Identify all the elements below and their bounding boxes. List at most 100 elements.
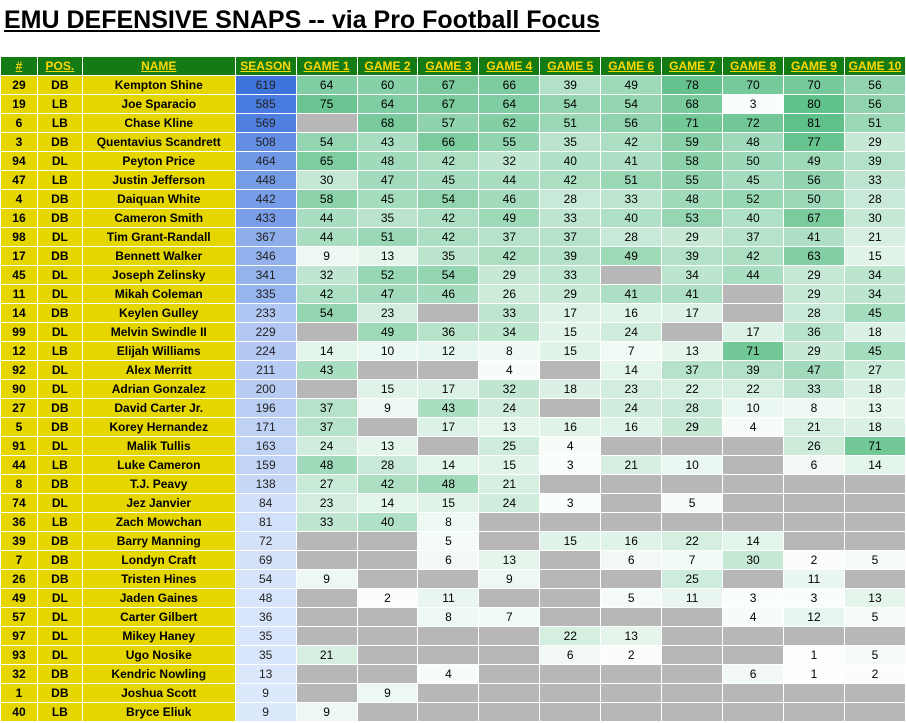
- game-snaps-cell[interactable]: [843, 493, 906, 513]
- game-snaps-cell[interactable]: 51: [843, 113, 906, 133]
- game-snaps-cell[interactable]: 17: [417, 417, 480, 437]
- game-snaps-cell[interactable]: 29: [783, 341, 845, 361]
- game-snaps-cell[interactable]: 14: [356, 493, 419, 513]
- player-name-cell[interactable]: Mikah Coleman: [81, 284, 236, 304]
- table-row[interactable]: 97 DL Mikey Haney 35 22 13: [0, 626, 906, 646]
- player-name-cell[interactable]: Londyn Craft: [81, 550, 236, 570]
- game-snaps-cell[interactable]: 28: [600, 227, 663, 247]
- player-name-cell[interactable]: Tim Grant-Randall: [81, 227, 236, 247]
- game-snaps-cell[interactable]: 29: [661, 227, 724, 247]
- game-snaps-cell[interactable]: 48: [295, 455, 358, 475]
- game-snaps-cell[interactable]: 37: [722, 227, 784, 247]
- game-snaps-cell[interactable]: 48: [661, 189, 724, 209]
- game-snaps-cell[interactable]: [539, 664, 602, 684]
- game-snaps-cell[interactable]: 40: [600, 208, 663, 228]
- game-snaps-cell[interactable]: 48: [356, 151, 419, 171]
- game-snaps-cell[interactable]: 16: [600, 303, 663, 323]
- jersey-number-cell[interactable]: 16: [0, 208, 38, 228]
- game-snaps-cell[interactable]: 56: [600, 113, 663, 133]
- game-snaps-cell[interactable]: 75: [295, 94, 358, 114]
- game-snaps-cell[interactable]: 14: [295, 341, 358, 361]
- game-snaps-cell[interactable]: 45: [417, 170, 480, 190]
- game-snaps-cell[interactable]: 9: [356, 683, 419, 703]
- player-name-cell[interactable]: Korey Hernandez: [81, 417, 236, 437]
- table-row[interactable]: 92 DL Alex Merritt 211 43 4 14 37 39 47 27: [0, 360, 906, 380]
- game-snaps-cell[interactable]: 39: [539, 246, 602, 266]
- game-snaps-cell[interactable]: 28: [356, 455, 419, 475]
- season-total-cell[interactable]: 36: [234, 607, 297, 627]
- game-snaps-cell[interactable]: 3: [722, 588, 784, 608]
- game-snaps-cell[interactable]: 13: [843, 588, 906, 608]
- jersey-number-cell[interactable]: 91: [0, 436, 38, 456]
- game-snaps-cell[interactable]: 22: [661, 379, 724, 399]
- game-snaps-cell[interactable]: 12: [783, 607, 845, 627]
- game-snaps-cell[interactable]: 13: [843, 398, 906, 418]
- season-total-cell[interactable]: 619: [234, 75, 297, 95]
- jersey-number-cell[interactable]: 40: [0, 702, 38, 722]
- game-snaps-cell[interactable]: 13: [356, 246, 419, 266]
- game-snaps-cell[interactable]: 66: [417, 132, 480, 152]
- game-snaps-cell[interactable]: 34: [661, 265, 724, 285]
- column-header[interactable]: NAME: [81, 56, 236, 76]
- game-snaps-cell[interactable]: 37: [295, 417, 358, 437]
- column-header[interactable]: GAME 3: [417, 56, 480, 76]
- player-name-cell[interactable]: Ugo Nosike: [81, 645, 236, 665]
- game-snaps-cell[interactable]: [356, 360, 419, 380]
- game-snaps-cell[interactable]: [843, 474, 906, 494]
- game-snaps-cell[interactable]: [539, 702, 602, 722]
- table-row[interactable]: 93 DL Ugo Nosike 35 21 6 2 1 5: [0, 645, 906, 665]
- jersey-number-cell[interactable]: 19: [0, 94, 38, 114]
- game-snaps-cell[interactable]: 67: [783, 208, 845, 228]
- table-row[interactable]: 1 DB Joshua Scott 9 9: [0, 683, 906, 703]
- game-snaps-cell[interactable]: 8: [417, 607, 480, 627]
- game-snaps-cell[interactable]: 51: [539, 113, 602, 133]
- game-snaps-cell[interactable]: 28: [539, 189, 602, 209]
- game-snaps-cell[interactable]: 45: [843, 303, 906, 323]
- game-snaps-cell[interactable]: 12: [417, 341, 480, 361]
- game-snaps-cell[interactable]: 33: [539, 265, 602, 285]
- game-snaps-cell[interactable]: 7: [478, 607, 541, 627]
- jersey-number-cell[interactable]: 12: [0, 341, 38, 361]
- game-snaps-cell[interactable]: [356, 626, 419, 646]
- game-snaps-cell[interactable]: 48: [417, 474, 480, 494]
- jersey-number-cell[interactable]: 74: [0, 493, 38, 513]
- player-name-cell[interactable]: Tristen Hines: [81, 569, 236, 589]
- table-row[interactable]: 47 LB Justin Jefferson 448 30 47 45 44 42 51 55 45 5…: [0, 170, 906, 190]
- game-snaps-cell[interactable]: 17: [661, 303, 724, 323]
- player-name-cell[interactable]: Adrian Gonzalez: [81, 379, 236, 399]
- table-row[interactable]: 17 DB Bennett Walker 346 9 13 35 42 39 49 39 42 63 15: [0, 246, 906, 266]
- game-snaps-cell[interactable]: 47: [356, 170, 419, 190]
- game-snaps-cell[interactable]: 35: [417, 246, 480, 266]
- game-snaps-cell[interactable]: 6: [722, 664, 784, 684]
- game-snaps-cell[interactable]: [295, 550, 358, 570]
- column-header[interactable]: GAME 7: [661, 56, 724, 76]
- game-snaps-cell[interactable]: [661, 645, 724, 665]
- game-snaps-cell[interactable]: 9: [478, 569, 541, 589]
- game-snaps-cell[interactable]: 30: [843, 208, 906, 228]
- table-row[interactable]: 74 DL Jez Janvier 84 23 14 15 24 3 5: [0, 493, 906, 513]
- game-snaps-cell[interactable]: 9: [295, 246, 358, 266]
- game-snaps-cell[interactable]: 21: [295, 645, 358, 665]
- game-snaps-cell[interactable]: 59: [661, 132, 724, 152]
- player-name-cell[interactable]: Joseph Zelinsky: [81, 265, 236, 285]
- game-snaps-cell[interactable]: 54: [600, 94, 663, 114]
- game-snaps-cell[interactable]: 15: [478, 455, 541, 475]
- season-total-cell[interactable]: 81: [234, 512, 297, 532]
- column-header[interactable]: GAME 4: [478, 56, 541, 76]
- position-cell[interactable]: DB: [36, 303, 83, 323]
- season-total-cell[interactable]: 341: [234, 265, 297, 285]
- game-snaps-cell[interactable]: 3: [539, 455, 602, 475]
- game-snaps-cell[interactable]: [843, 569, 906, 589]
- table-row[interactable]: 14 DB Keylen Gulley 233 54 23 33 17 16 17 28 45: [0, 303, 906, 323]
- position-cell[interactable]: DL: [36, 626, 83, 646]
- game-snaps-cell[interactable]: 40: [722, 208, 784, 228]
- jersey-number-cell[interactable]: 92: [0, 360, 38, 380]
- game-snaps-cell[interactable]: [417, 626, 480, 646]
- game-snaps-cell[interactable]: 33: [478, 303, 541, 323]
- column-header[interactable]: GAME 2: [356, 56, 419, 76]
- game-snaps-cell[interactable]: 6: [539, 645, 602, 665]
- table-row[interactable]: 8 DB T.J. Peavy 138 27 42 48 21: [0, 474, 906, 494]
- player-name-cell[interactable]: Jaden Gaines: [81, 588, 236, 608]
- game-snaps-cell[interactable]: 46: [478, 189, 541, 209]
- game-snaps-cell[interactable]: 24: [478, 398, 541, 418]
